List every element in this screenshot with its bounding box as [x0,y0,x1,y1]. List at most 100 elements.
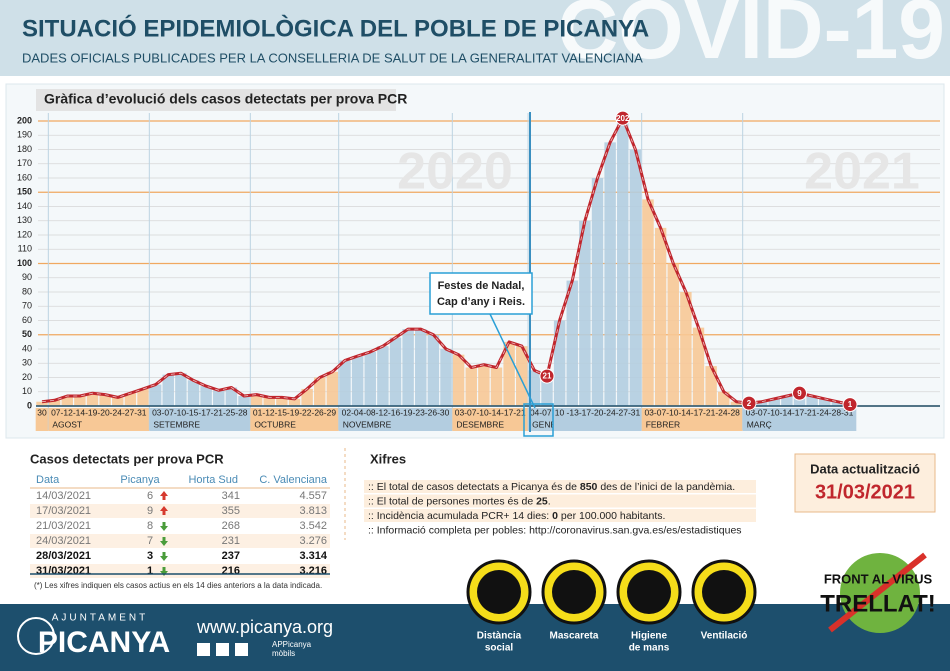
y-tick-label: 150 [17,187,32,197]
y-tick-label: 10 [22,386,32,396]
measure-label: de mans [629,643,670,654]
table-cell: 21/03/2021 [36,520,91,532]
bar [263,397,275,406]
measure-label: Ventilació [701,631,748,642]
bar [112,397,124,406]
y-tick-label: 20 [22,372,32,382]
bar [301,388,313,406]
year-label: 2020 [397,143,513,201]
bar [175,373,187,406]
figure-bg [364,480,756,493]
x-tick-label: 03-07-10-15-17-21-25-28 [152,407,248,417]
bar [680,292,692,406]
trend-arrow [160,552,168,561]
month-band [48,408,150,431]
column-header: Horta Sud [188,474,238,486]
month-label: AGOST [52,419,82,429]
bar [377,346,389,406]
table-cell: 216 [222,565,240,577]
figure-line: :: El total de casos detectats a Picanya… [368,481,735,493]
bar [99,394,111,406]
y-tick-label: 90 [22,272,32,282]
bar [730,401,743,406]
point-marker [792,385,807,401]
y-tick-label: 100 [17,258,32,268]
figure-segment: 25 [536,495,548,507]
point-marker [741,395,757,411]
bar [61,396,73,406]
month-band [250,408,339,431]
bar [755,401,768,406]
table-cell: 3.813 [299,505,327,517]
social-icon[interactable] [235,643,248,656]
table-cell: 24/03/2021 [36,535,91,547]
table-title: Casos detectats per prova PCR [30,451,224,466]
row-bg [30,534,330,548]
table-cell: 355 [222,505,240,517]
month-band [149,408,251,431]
footnote: (*) Les xifres indiquen els casos actius… [34,581,322,590]
x-tick-label: 07-12-14-19-20-24-27-31 [51,407,147,417]
bar [440,349,452,406]
x-tick-label: 03-07-10-14-17-21 [455,407,526,417]
social-icon[interactable] [216,643,229,656]
row-bg [30,504,330,518]
chart-title-box [36,89,396,111]
bar [503,341,515,406]
app-name: APPicanya [272,640,312,649]
website[interactable]: www.picanya.org [196,617,333,637]
badge-strike [828,552,927,633]
month-label: MARÇ [747,419,772,429]
annotation-pointer [489,313,536,409]
bar [553,320,566,406]
y-tick-label: 40 [22,343,32,353]
data-label: 21 [543,372,552,381]
trend-arrow [160,491,168,500]
figure-line: :: Informació completa per pobles: http:… [368,524,742,536]
figure-segment: des de l’inici de la pandèmia. [597,481,735,493]
y-tick-label: 120 [17,229,32,239]
bar [238,396,250,406]
figure-segment: . [548,495,551,507]
bar [288,398,301,406]
bar [124,393,137,406]
bar [364,351,376,406]
logo-emblem [17,617,55,655]
bar [718,391,730,406]
bar [36,401,48,406]
measure-label: Higiene [631,631,668,642]
figure-line: :: Incidència acumulada PCR+ 14 dies: 0 … [368,510,665,522]
table-cell: 9 [147,505,153,517]
month-band [338,408,453,431]
header-band [0,0,950,76]
bar [351,356,364,406]
bar [566,280,578,406]
bar [591,178,604,406]
bar [452,354,465,406]
annotation-target [523,403,554,437]
badge-text: FRONT AL VIRUS [824,571,933,586]
bar [768,398,780,406]
column-header: C. Valenciana [259,474,328,486]
x-tick-label: 04-07 [530,407,552,417]
page-subtitle: DADES OFICIALS PUBLICADES PER LA CONSELL… [22,50,643,65]
bar [415,329,427,406]
trend-arrow [160,506,168,515]
social-icon[interactable] [197,643,210,656]
figure-segment: :: El total de persones mortes és de [368,495,536,507]
month-label: DESEMBRE [456,419,504,429]
bar [326,371,339,406]
figure-bg [364,509,756,522]
bar [692,327,705,406]
chart: 0102030405060708090100110120130140150160… [17,110,940,431]
month-band [452,408,529,431]
table-cell: 341 [222,490,240,502]
bar [819,398,831,406]
trend-arrow [160,537,168,546]
table-cell: 237 [222,550,240,562]
bar [402,329,414,406]
point-marker [539,368,555,384]
data-label: 1 [848,400,853,409]
figure-bg [364,494,756,508]
